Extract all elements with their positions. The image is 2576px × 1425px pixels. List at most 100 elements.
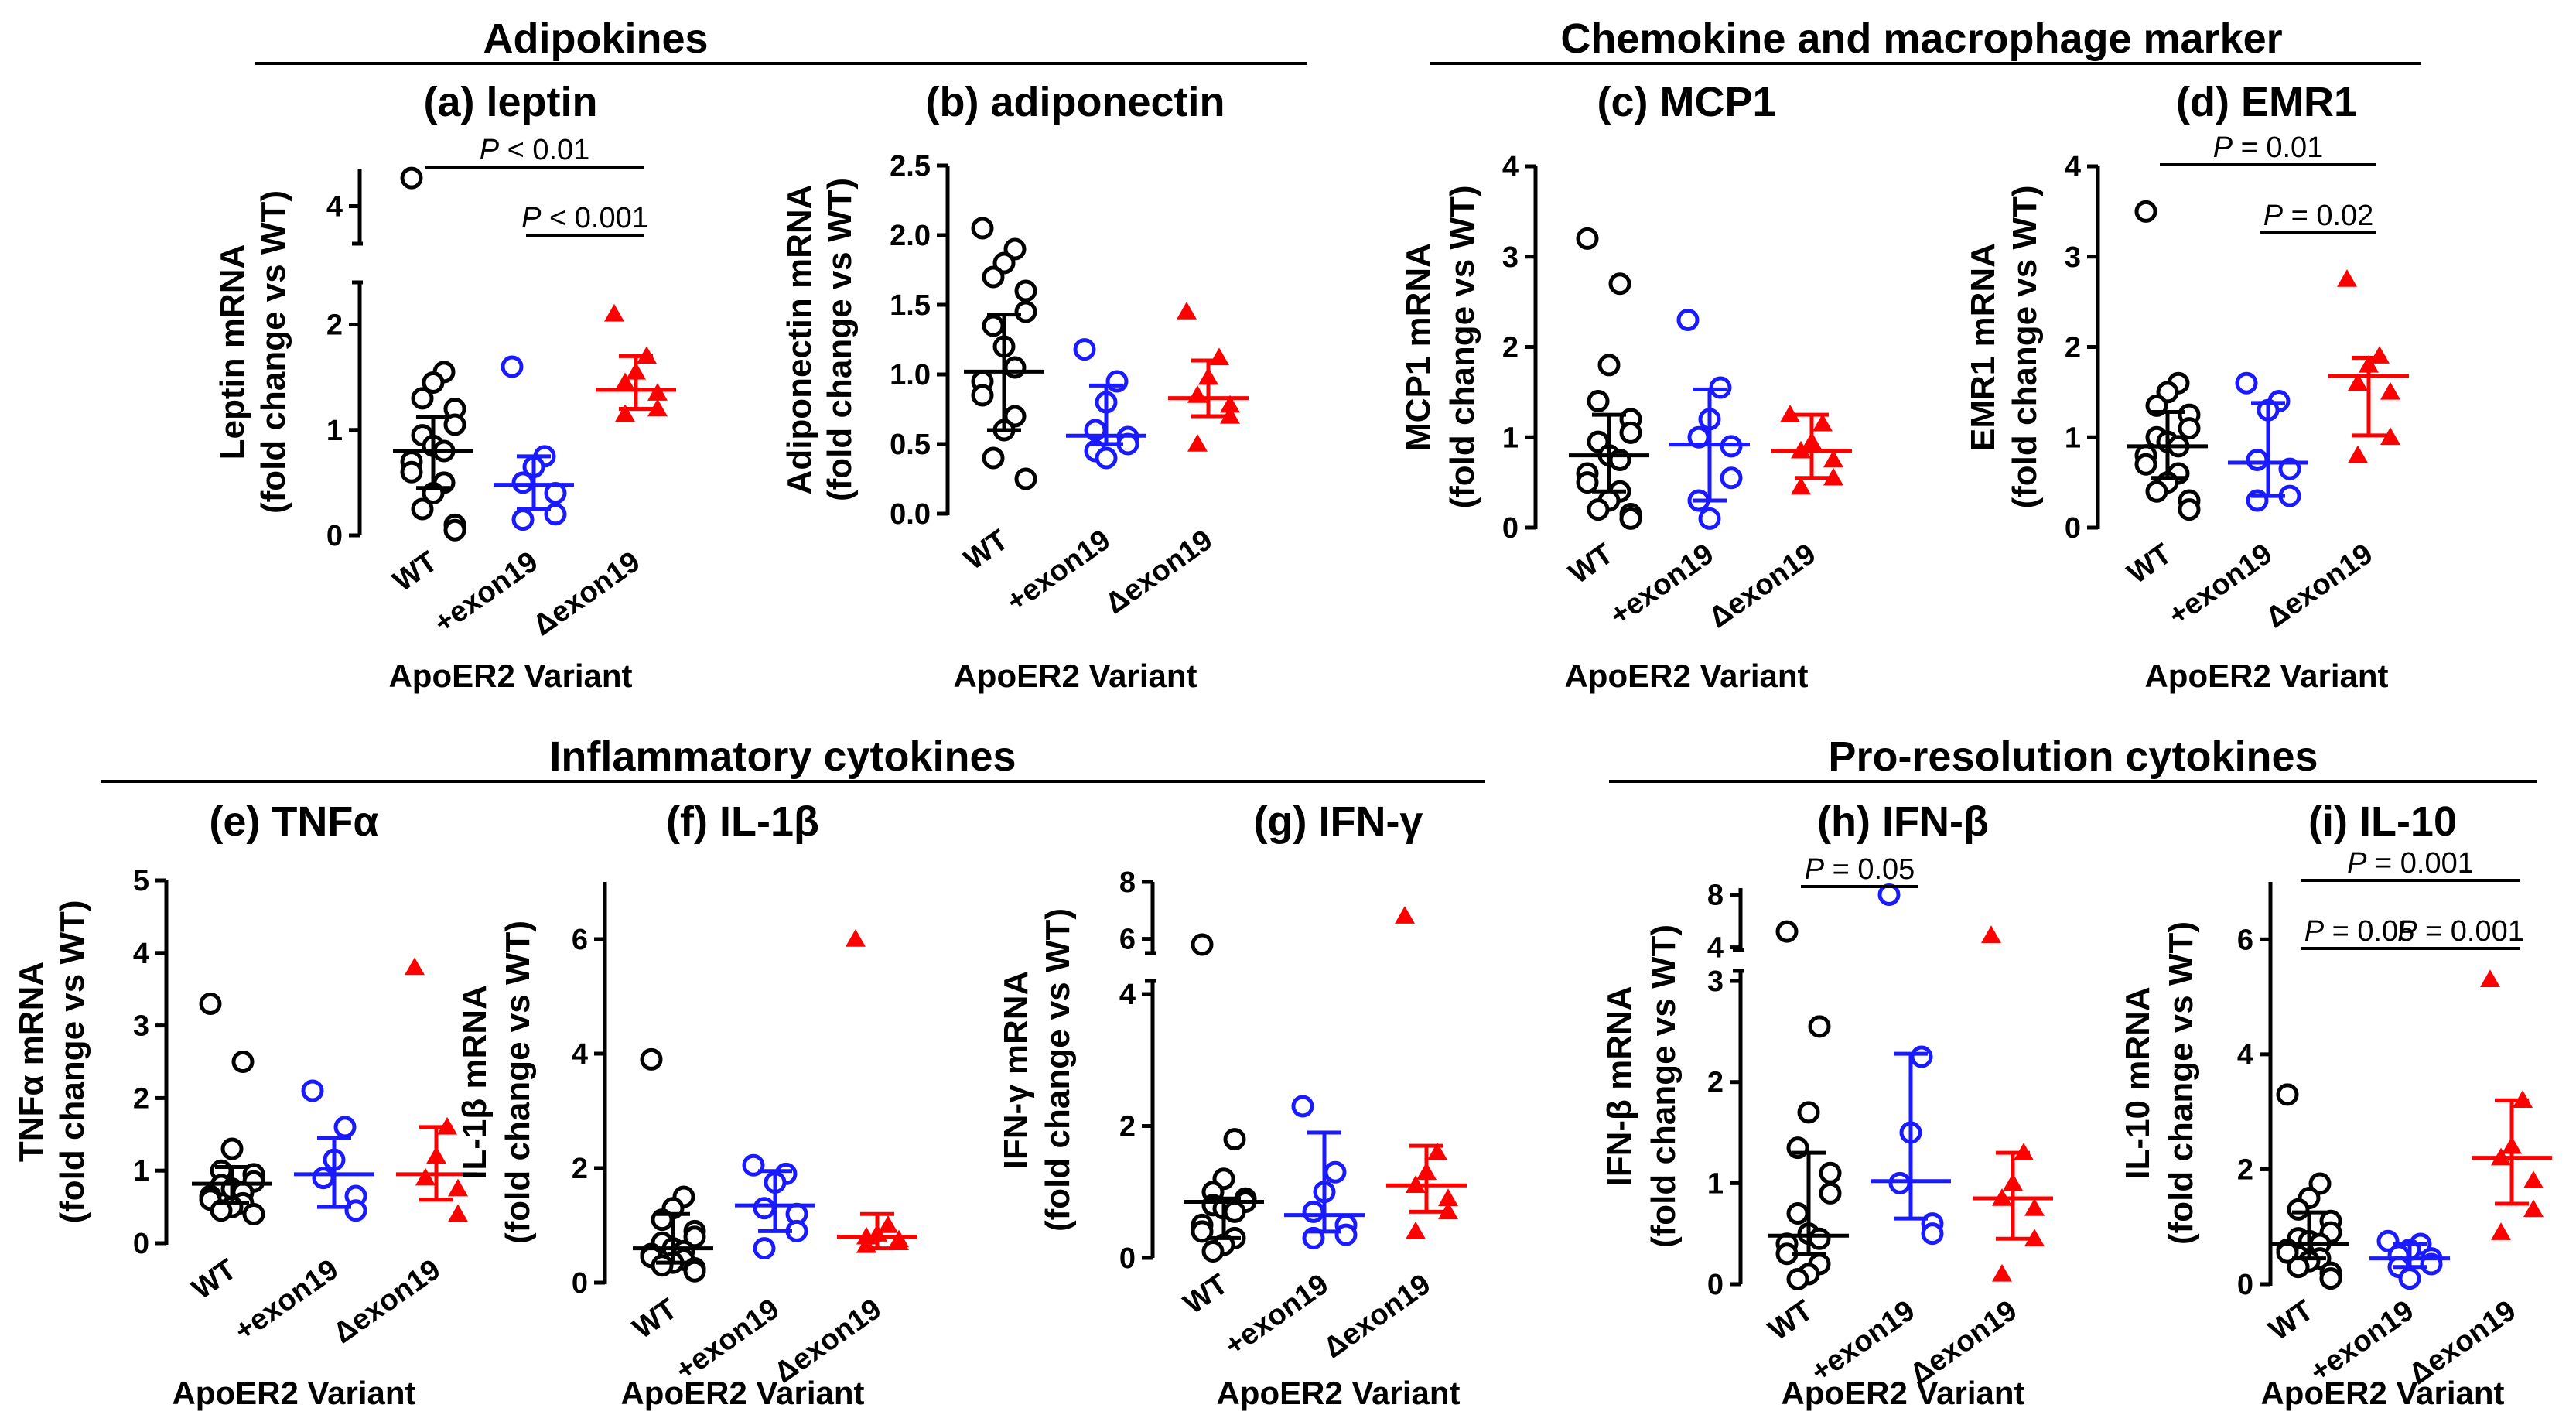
data-point — [1187, 385, 1208, 403]
x-category-label: +exon19 — [1604, 538, 1720, 632]
data-point — [1676, 308, 1700, 331]
data-point — [2145, 480, 2168, 503]
y-tick-label: 4 — [1119, 979, 1136, 1011]
y-tick-label: 3 — [133, 1010, 149, 1043]
data-point — [615, 404, 635, 422]
data-point — [1406, 1221, 1426, 1239]
y-tick-label: 2 — [2237, 1153, 2253, 1186]
p-value-label: P = 0.001 — [2347, 847, 2474, 880]
data-point — [511, 508, 535, 531]
data-point — [1587, 498, 1610, 521]
data-point — [422, 371, 445, 394]
section-title-proresolution: Pro-resolution cytokines — [1828, 733, 2318, 780]
y-axis-label: EMR1 mRNA — [1964, 243, 2002, 451]
y-axis-label: (fold change vs WT) — [821, 178, 859, 501]
y-tick-label: 1.0 — [890, 359, 931, 391]
panel-title: (h) IFN-β — [1817, 798, 1989, 845]
data-point — [2287, 1198, 2310, 1221]
data-point — [220, 1137, 244, 1160]
data-point — [2178, 498, 2201, 521]
data-point — [982, 265, 1005, 289]
y-tick-label: 4 — [572, 1038, 588, 1071]
data-point — [1808, 1015, 1831, 1038]
data-point — [2480, 969, 2500, 988]
data-point — [1797, 1101, 1820, 1124]
data-point — [889, 1232, 909, 1250]
data-point — [1888, 1171, 1912, 1194]
y-tick-label: 2 — [572, 1153, 588, 1185]
p-value-label: P < 0.01 — [480, 134, 590, 166]
data-point — [2024, 1229, 2045, 1246]
data-point — [1698, 507, 1721, 530]
x-category-label: +exon19 — [229, 1253, 345, 1348]
panel-title: (c) MCP1 — [1597, 79, 1775, 125]
x-category-label: Δexon19 — [1317, 1268, 1437, 1365]
data-point — [982, 314, 1005, 337]
y-tick-label: 4 — [1707, 932, 1724, 965]
y-tick-label: 8 — [1119, 866, 1136, 899]
x-category-label: +exon19 — [429, 545, 545, 640]
panel-i: (i) IL-10 0 2 4 6 IL-10 mRNA (fold change vs W… — [2119, 798, 2552, 1411]
data-point — [1187, 434, 1208, 452]
data-point — [683, 1225, 706, 1249]
data-point — [1819, 1161, 1842, 1184]
x-axis-label: ApoER2 Variant — [2144, 658, 2388, 694]
data-point — [1395, 906, 1415, 924]
data-point — [1597, 354, 1621, 377]
x-category-label: WT — [1178, 1268, 1234, 1321]
y-tick-label: 2 — [133, 1082, 149, 1115]
data-point — [1576, 227, 1599, 250]
data-point — [1223, 1128, 1246, 1151]
y-tick-label: 3 — [1707, 965, 1724, 998]
section-title-inflammatory: Inflammatory cytokines — [549, 733, 1016, 780]
y-tick-label: 6 — [1119, 924, 1136, 956]
y-axis-label: (fold change vs WT) — [2162, 921, 2200, 1245]
panel-title: (e) TNFα — [209, 798, 378, 845]
data-point — [411, 387, 434, 410]
y-tick-label: 1 — [1502, 422, 1519, 454]
x-axis-label: ApoER2 Variant — [172, 1375, 415, 1411]
y-tick-label: 0 — [133, 1228, 149, 1260]
data-point — [1105, 370, 1129, 393]
x-category-label: Δexon19 — [1703, 538, 1822, 634]
x-category-label: WT — [627, 1293, 683, 1345]
data-point — [400, 166, 423, 190]
y-axis-label: IL-1β mRNA — [456, 985, 494, 1180]
y-tick-label: 0 — [1502, 512, 1519, 545]
data-point — [2134, 200, 2157, 223]
data-point — [1003, 356, 1027, 379]
x-axis-label: ApoER2 Variant — [2260, 1375, 2504, 1411]
data-point — [1201, 1239, 1225, 1263]
y-tick-label: 0 — [572, 1267, 588, 1300]
panel-title: (d) EMR1 — [2176, 79, 2357, 125]
panel-title: (i) IL-10 — [2308, 798, 2457, 845]
x-category-label: Δexon19 — [1099, 524, 1218, 620]
y-tick-label: 1 — [326, 415, 343, 447]
x-category-label: WT — [186, 1253, 242, 1306]
data-point — [1720, 466, 1743, 490]
panel-h: (h) IFN-β 0 1 2 34 8 IFN-β mRNA (fold change vs… — [1601, 798, 2053, 1411]
data-point — [2308, 1172, 2332, 1195]
data-point — [1910, 1045, 1933, 1068]
data-point — [2287, 1256, 2310, 1279]
data-point — [1073, 338, 1096, 361]
panel-title: (f) IL-1β — [666, 798, 819, 845]
y-tick-label: 6 — [572, 924, 588, 956]
data-point — [1587, 390, 1610, 413]
y-tick-label: 1.5 — [890, 289, 931, 322]
panel-a: (a) leptin 0 1 2 4 Leptin mRNA (fold change vs… — [214, 79, 676, 694]
y-tick-label: 1 — [1707, 1167, 1724, 1200]
y-tick-label: 4 — [2065, 151, 2081, 183]
y-axis-label: (fold change vs WT) — [1645, 924, 1683, 1248]
data-point — [971, 217, 994, 240]
panel-g: (g) IFN-γ 0 2 4 6 8 IFN-γ mRNA (fold change vs … — [997, 798, 1467, 1411]
data-point — [1223, 1200, 1246, 1223]
data-point — [1177, 302, 1197, 320]
y-tick-label: 0 — [2237, 1269, 2253, 1301]
data-point — [2523, 1199, 2544, 1218]
data-point — [301, 1079, 324, 1102]
x-category-label: Δexon19 — [327, 1253, 446, 1350]
data-point — [1438, 1188, 1458, 1207]
y-tick-label: 2 — [1119, 1111, 1136, 1143]
data-point — [1608, 448, 1631, 471]
